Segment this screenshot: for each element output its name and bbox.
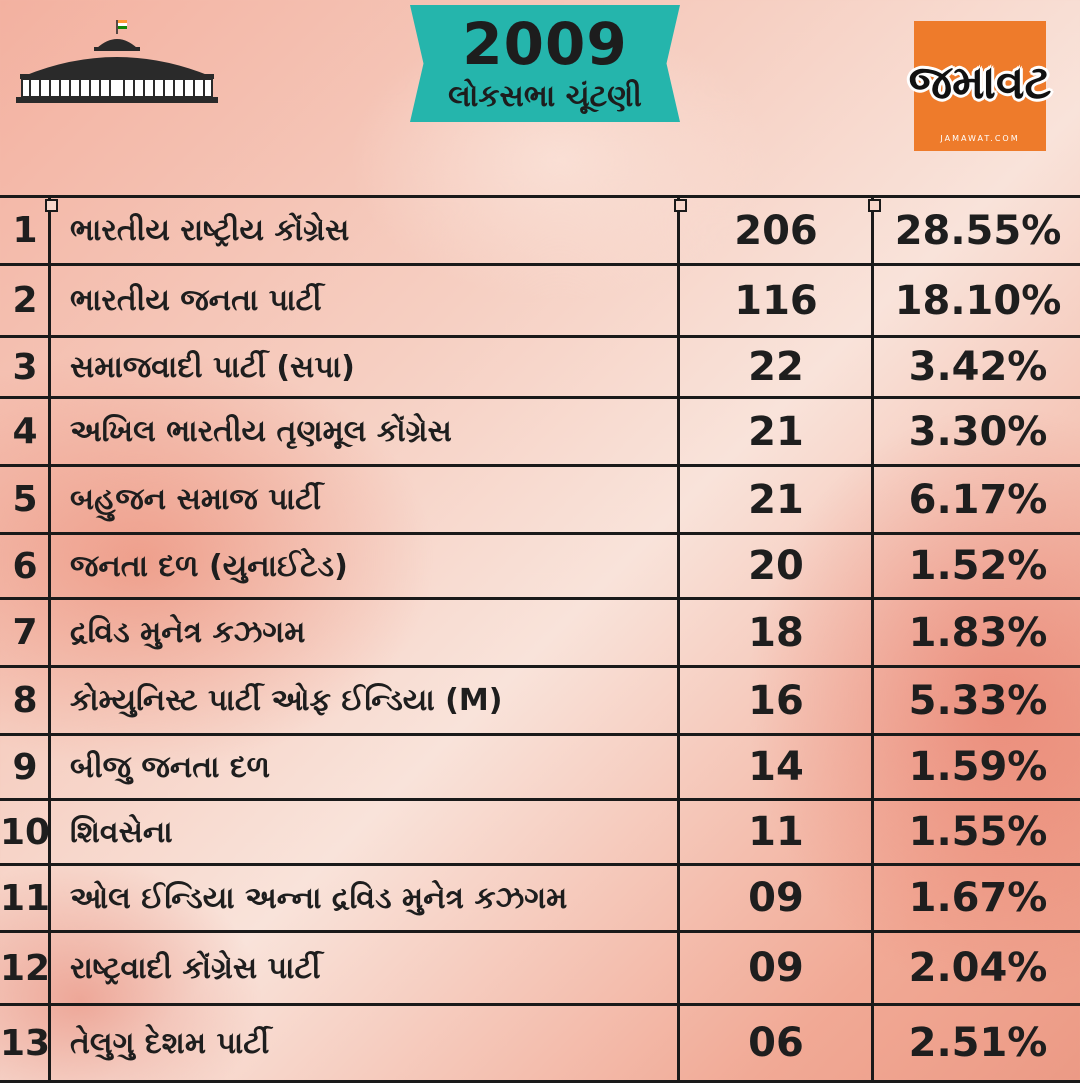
row-number: 8 — [12, 680, 38, 721]
logo-wordmark: જમાવટ — [908, 55, 1052, 109]
seat-count: 21 — [748, 408, 804, 455]
election-year: 2009 — [462, 10, 628, 78]
party-name: દ્રવિડ મુનેત્ર કઝગમ — [70, 615, 306, 650]
table-row: 2 ભારતીય જનતા પાર્ટી 116 18.10% — [0, 266, 1080, 338]
column-marker — [868, 199, 881, 212]
seat-count: 11 — [748, 809, 804, 855]
column-marker — [674, 199, 687, 212]
seat-count: 18 — [748, 609, 804, 656]
party-name: તેલુગુ દેશમ પાર્ટી — [70, 1025, 270, 1061]
vote-share: 1.55% — [908, 809, 1048, 855]
seat-count: 14 — [748, 744, 804, 790]
vote-share: 2.04% — [908, 945, 1048, 991]
party-name: બહુજન સમાજ પાર્ટી — [70, 482, 322, 517]
seat-count: 20 — [748, 543, 804, 589]
column-divider — [871, 195, 874, 1080]
party-name: ભારતીય જનતા પાર્ટી — [70, 283, 322, 318]
table-row: 12 રાષ્ટ્રવાદી કોંગ્રેસ પાર્ટી 09 2.04% — [0, 933, 1080, 1006]
vote-share: 1.83% — [908, 609, 1048, 656]
table-row: 5 બહુજન સમાજ પાર્ટી 21 6.17% — [0, 467, 1080, 535]
seat-count: 206 — [734, 207, 818, 254]
table-row: 4 અખિલ ભારતીય તૃણમૂલ કોંગ્રેસ 21 3.30% — [0, 399, 1080, 467]
seat-count: 09 — [748, 875, 804, 921]
table-row: 6 જનતા દળ (યુનાઈટેડ) 20 1.52% — [0, 535, 1080, 600]
table-row: 9 બીજુ જનતા દળ 14 1.59% — [0, 736, 1080, 801]
election-subtitle: લોકસભા ચૂંટણી — [448, 79, 642, 114]
vote-share: 1.52% — [908, 543, 1048, 589]
parliament-building-icon — [16, 20, 218, 103]
seat-count: 09 — [748, 945, 804, 991]
vote-share: 28.55% — [894, 207, 1062, 254]
table-row: 11 ઓલ ઈન્ડિયા અન્ના દ્રવિડ મુનેત્ર કઝગમ 09… — [0, 866, 1080, 933]
vote-share: 1.59% — [908, 744, 1048, 790]
party-name: રાષ્ટ્રવાદી કોંગ્રેસ પાર્ટી — [70, 950, 321, 986]
party-name: અખિલ ભારતીય તૃણમૂલ કોંગ્રેસ — [70, 414, 452, 449]
party-name: ઓલ ઈન્ડિયા અન્ના દ્રવિડ મુનેત્ર કઝગમ — [70, 880, 568, 916]
table-row: 7 દ્રવિડ મુનેત્ર કઝગમ 18 1.83% — [0, 600, 1080, 668]
party-name: સમાજવાદી પાર્ટી (સપા) — [70, 349, 355, 385]
title-banner: 2009 લોકસભા ચૂંટણી — [410, 5, 680, 122]
table-row: 8 કોમ્યુનિસ્ટ પાર્ટી ઓફ ઈન્ડિયા (M) 16 5.33… — [0, 668, 1080, 736]
vote-share: 5.33% — [908, 677, 1048, 724]
party-name: શિવસેના — [70, 814, 173, 850]
row-number: 9 — [12, 746, 38, 788]
table-row: 10 શિવસેના 11 1.55% — [0, 801, 1080, 866]
vote-share: 2.51% — [908, 1020, 1048, 1066]
column-marker — [45, 199, 58, 212]
row-number: 10 — [0, 811, 51, 853]
party-name: કોમ્યુનિસ્ટ પાર્ટી ઓફ ઈન્ડિયા (M) — [70, 683, 503, 718]
table-row: 13 તેલુગુ દેશમ પાર્ટી 06 2.51% — [0, 1006, 1080, 1083]
results-table: 1 ભારતીય રાષ્ટ્રીય કોંગ્રેસ 206 28.55% 2 ભારત… — [0, 195, 1080, 1083]
party-name: જનતા દળ (યુનાઈટેડ) — [70, 548, 348, 584]
column-divider — [677, 195, 680, 1080]
jamawat-logo: જમાવટ JAMAWAT.COM — [909, 21, 1051, 151]
seat-count: 16 — [748, 677, 804, 724]
vote-share: 3.30% — [908, 408, 1048, 455]
row-number: 2 — [12, 280, 38, 321]
party-name: બીજુ જનતા દળ — [70, 749, 271, 785]
row-number: 3 — [12, 346, 38, 388]
table-row: 1 ભારતીય રાષ્ટ્રીય કોંગ્રેસ 206 28.55% — [0, 198, 1080, 266]
seat-count: 06 — [748, 1020, 804, 1066]
seat-count: 22 — [748, 344, 804, 390]
row-number: 4 — [12, 411, 38, 452]
table-row: 3 સમાજવાદી પાર્ટી (સપા) 22 3.42% — [0, 338, 1080, 399]
vote-share: 3.42% — [908, 344, 1048, 390]
vote-share: 1.67% — [908, 875, 1048, 921]
row-number: 7 — [12, 612, 38, 653]
seat-count: 21 — [748, 476, 804, 523]
column-divider — [48, 195, 51, 1080]
seat-count: 116 — [734, 277, 818, 324]
row-number: 11 — [0, 877, 51, 919]
row-number: 12 — [0, 947, 51, 989]
row-number: 6 — [12, 545, 38, 587]
row-number: 1 — [12, 210, 38, 251]
logo-domain: JAMAWAT.COM — [940, 134, 1020, 143]
vote-share: 18.10% — [894, 277, 1062, 324]
party-name: ભારતીય રાષ્ટ્રીય કોંગ્રેસ — [70, 213, 350, 248]
vote-share: 6.17% — [908, 476, 1048, 523]
row-number: 13 — [0, 1022, 51, 1064]
row-number: 5 — [12, 479, 38, 520]
